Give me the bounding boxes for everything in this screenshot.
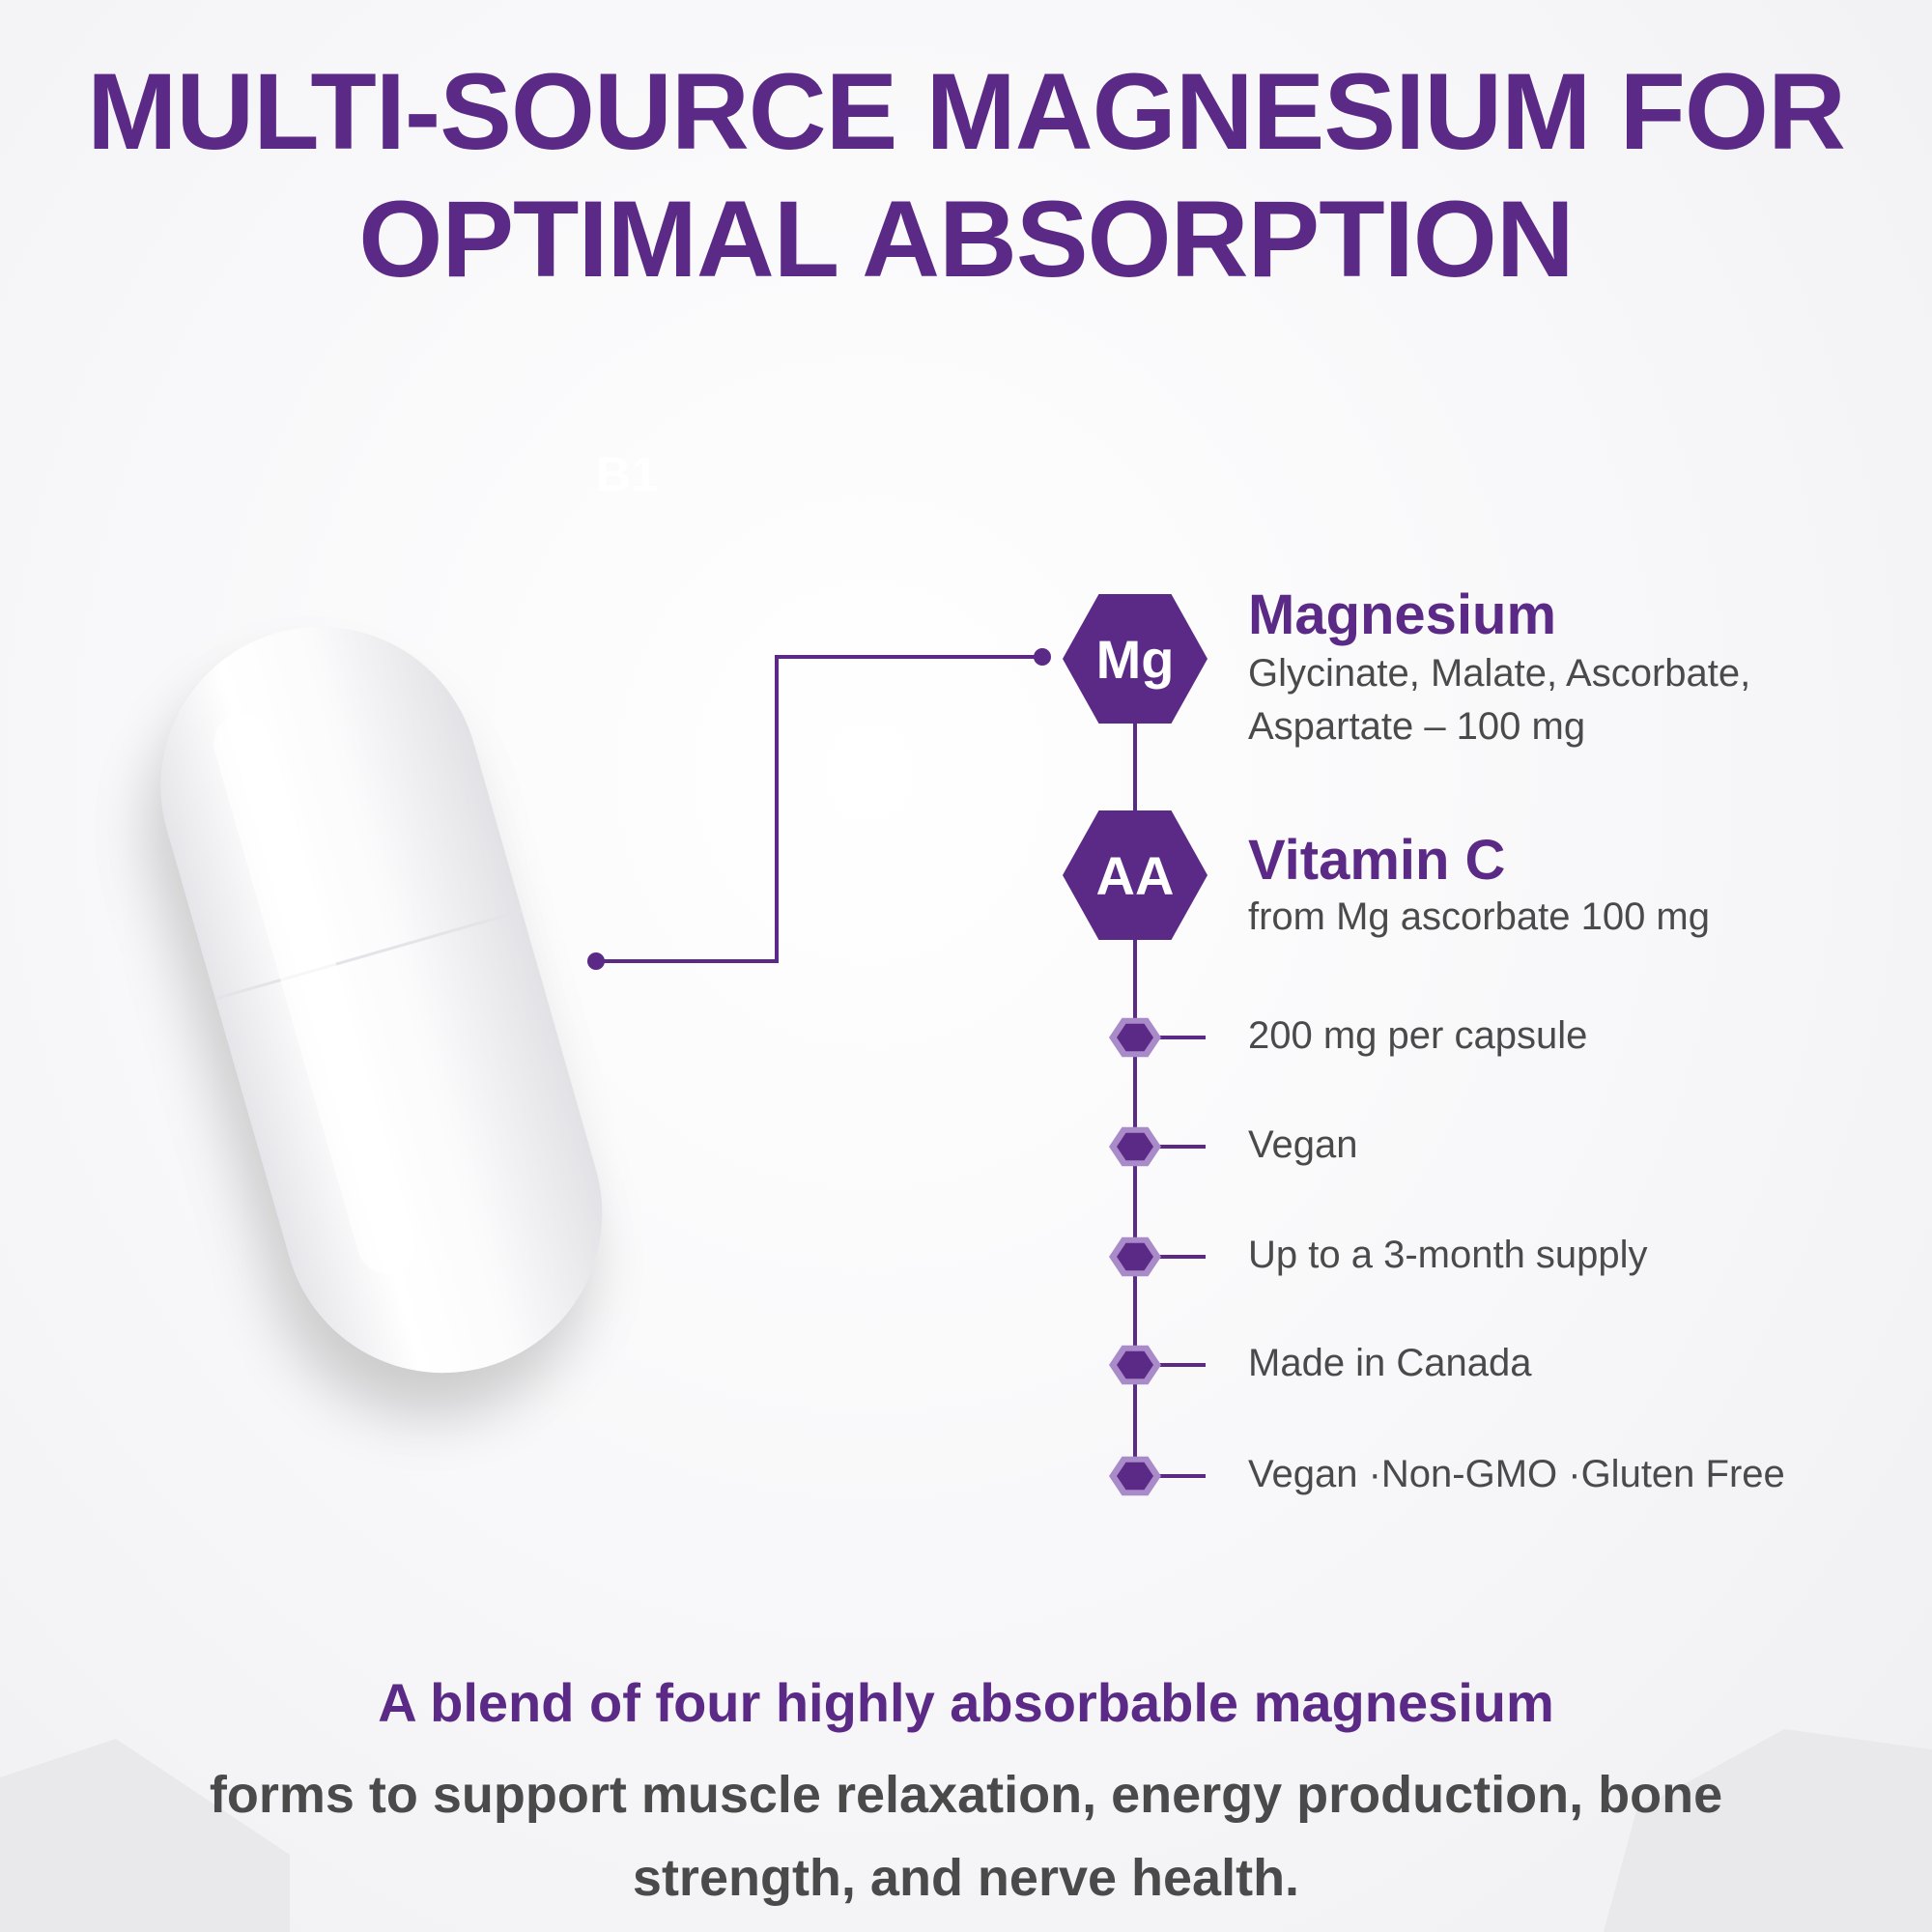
vitamin-c-heading: Vitamin C (1248, 829, 1506, 892)
connector-dot (587, 952, 605, 970)
faint-label: B1 (596, 447, 658, 501)
page-title: MULTI-SOURCE MAGNESIUM FOR OPTIMAL ABSOR… (0, 48, 1932, 303)
feature-item: 200 mg per capsule (1248, 1014, 1588, 1057)
hexagon-bullet-icon (1117, 1350, 1153, 1379)
magnesium-heading: Magnesium (1248, 583, 1557, 646)
vitamin-c-detail: from Mg ascorbate 100 mg (1248, 895, 1710, 938)
bottom-headline: A blend of four highly absorbable magnes… (378, 1672, 1554, 1733)
magnesium-detail-line-2: Aspartate – 100 mg (1248, 705, 1586, 748)
bottom-body-line-1: forms to support muscle relaxation, ener… (209, 1766, 1723, 1824)
hexagon-bullet-icon (1117, 1462, 1153, 1491)
title-line-2: OPTIMAL ABSORPTION (358, 179, 1575, 299)
feature-item: Vegan (1248, 1123, 1358, 1166)
capsule-connector (596, 655, 1042, 963)
hexagon-bullet-icon (1117, 1132, 1153, 1161)
hexagon-bullet-icon (1117, 1023, 1153, 1052)
magnesium-detail: Glycinate, Malate, Ascorbate, Aspartate … (1248, 647, 1750, 753)
connector-dot (1034, 648, 1051, 666)
feature-item: Made in Canada (1248, 1342, 1532, 1384)
bottom-body: forms to support muscle relaxation, ener… (0, 1753, 1932, 1919)
title-line-1: MULTI-SOURCE MAGNESIUM FOR (87, 51, 1846, 172)
feature-item: Vegan ·Non-GMO ·Gluten Free (1248, 1453, 1785, 1495)
feature-item: Up to a 3-month supply (1248, 1234, 1648, 1276)
bottom-body-line-2: strength, and nerve health. (632, 1849, 1300, 1907)
magnesium-detail-line-1: Glycinate, Malate, Ascorbate, (1248, 652, 1751, 695)
hexagon-bullet-icon (1117, 1242, 1153, 1271)
